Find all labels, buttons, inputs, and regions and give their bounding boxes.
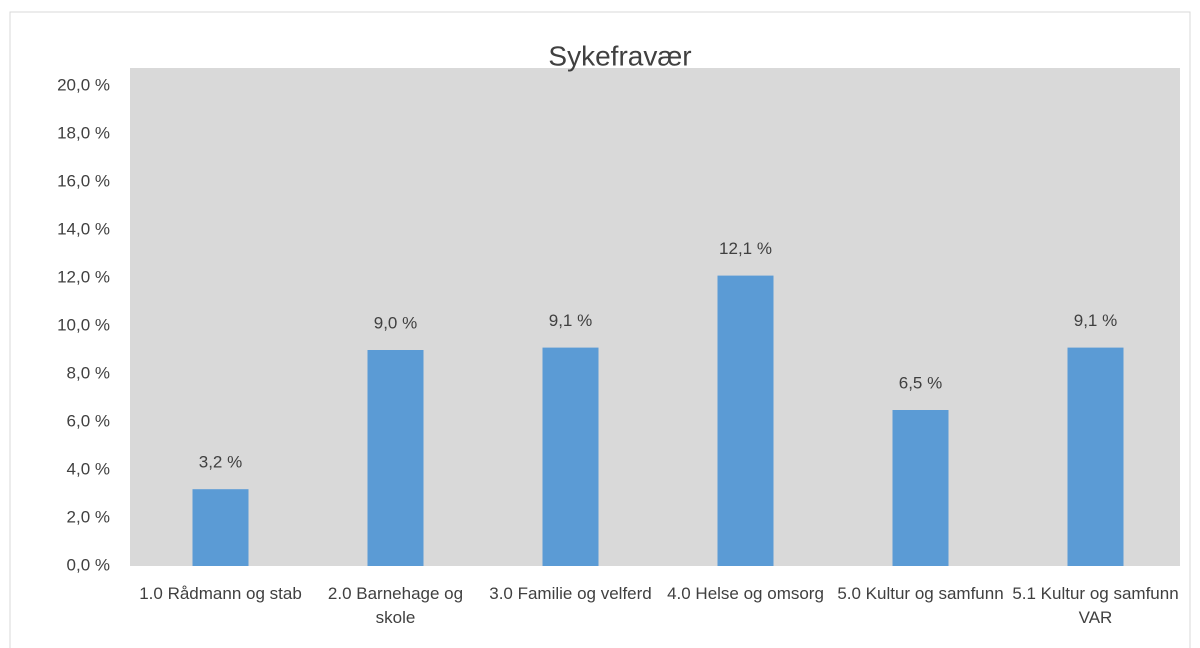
y-tick-label: 6,0 %: [67, 411, 110, 430]
x-tick-label: 5.1 Kultur og samfunn VAR: [1012, 584, 1179, 627]
x-tick-label: 2.0 Barnehage og skole: [327, 584, 464, 627]
bar: [192, 489, 249, 566]
y-tick-label: 14,0 %: [57, 219, 110, 238]
data-label: 6,5 %: [899, 373, 942, 392]
x-tick-label: 1.0 Rådmann og stab: [139, 584, 302, 603]
bar: [542, 347, 599, 566]
y-tick-label: 4,0 %: [67, 459, 110, 478]
y-tick-label: 10,0 %: [57, 315, 110, 334]
y-tick-label: 0,0 %: [67, 555, 110, 574]
data-label: 12,1 %: [719, 239, 772, 258]
bar: [1067, 347, 1124, 566]
y-tick-label: 12,0 %: [57, 267, 110, 286]
y-tick-label: 16,0 %: [57, 171, 110, 190]
data-label: 9,1 %: [1074, 311, 1117, 330]
data-label: 3,2 %: [199, 453, 242, 472]
bar: [892, 410, 949, 566]
x-tick-label: 5.0 Kultur og samfunn: [837, 584, 1004, 603]
plot-area: [130, 68, 1180, 566]
y-tick-label: 18,0 %: [57, 123, 110, 142]
y-tick-label: 2,0 %: [67, 507, 110, 526]
y-tick-label: 20,0 %: [57, 75, 110, 94]
data-label: 9,1 %: [549, 311, 592, 330]
y-tick-label: 8,0 %: [67, 363, 110, 382]
data-label: 9,0 %: [374, 313, 417, 332]
bar: [717, 275, 774, 566]
bar: [367, 350, 424, 566]
chart-title: Sykefravær: [548, 40, 691, 71]
x-tick-label: 4.0 Helse og omsorg: [667, 584, 824, 603]
x-tick-label: 3.0 Familie og velferd: [489, 584, 652, 603]
